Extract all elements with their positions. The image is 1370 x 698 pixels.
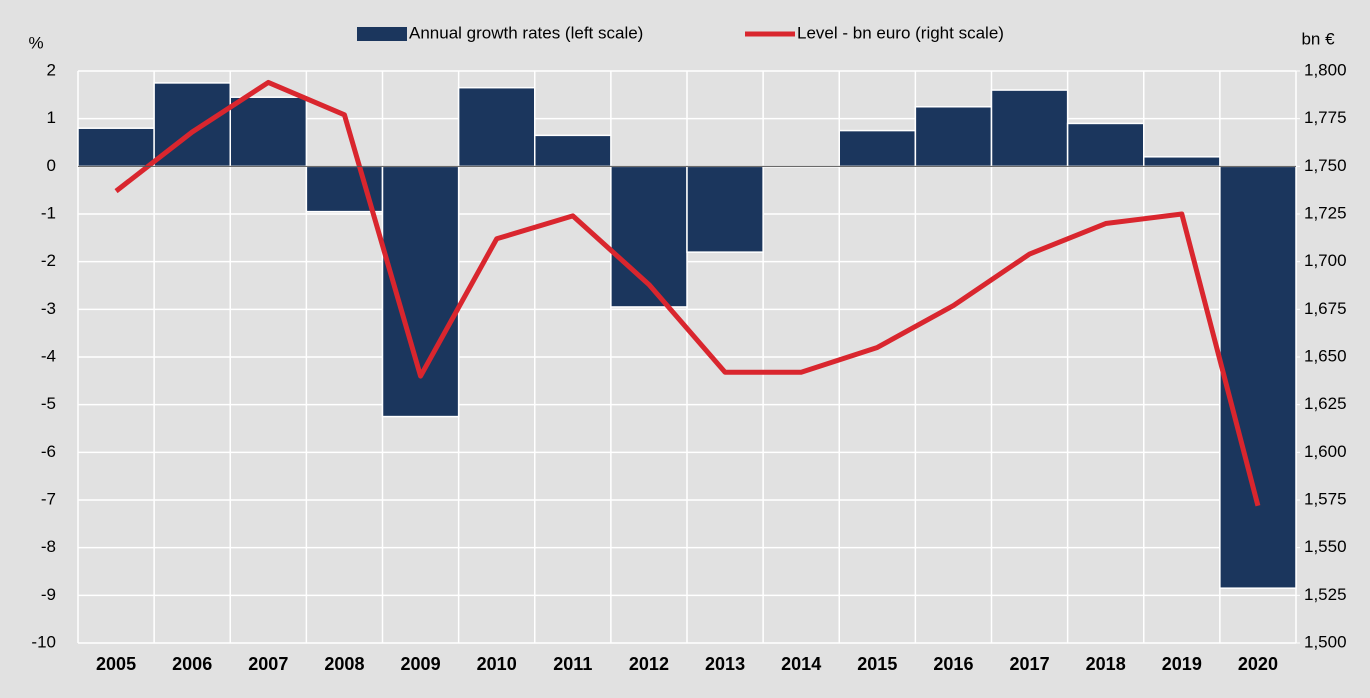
y-tick-label: -10 bbox=[31, 632, 56, 651]
x-tick-label: 2013 bbox=[705, 654, 745, 674]
bar bbox=[534, 134, 612, 168]
x-tick-label: 2014 bbox=[781, 654, 821, 674]
bar bbox=[1219, 165, 1297, 589]
y2-tick-label: 1,675 bbox=[1304, 299, 1347, 318]
y-tick-label: -2 bbox=[41, 251, 56, 270]
y-tick-label: -1 bbox=[41, 203, 56, 222]
x-tick-label: 2019 bbox=[1162, 654, 1202, 674]
line bbox=[114, 79, 1261, 507]
bar bbox=[686, 165, 764, 253]
y-tick-label: -8 bbox=[41, 537, 56, 556]
y-tick-label: 2 bbox=[47, 60, 56, 79]
legend-label: Annual growth rates (left scale) bbox=[409, 23, 643, 42]
x-tick-label: 2009 bbox=[401, 654, 441, 674]
x-tick-label: 2016 bbox=[933, 654, 973, 674]
bar bbox=[610, 165, 688, 308]
x-tick-label: 2005 bbox=[96, 654, 136, 674]
y2-tick-label: 1,725 bbox=[1304, 203, 1347, 222]
y-tick-label: -6 bbox=[41, 442, 56, 461]
y-tick-label: 0 bbox=[47, 156, 56, 175]
y2-tick-label: 1,750 bbox=[1304, 156, 1347, 175]
bar bbox=[990, 89, 1069, 168]
y2-tick-label: 1,550 bbox=[1304, 537, 1347, 556]
y-tick-label: -3 bbox=[41, 299, 56, 318]
y-tick-label: -9 bbox=[41, 585, 56, 604]
legend-label: Level - bn euro (right scale) bbox=[797, 23, 1004, 42]
bar bbox=[1143, 156, 1221, 168]
x-tick-label: 2008 bbox=[324, 654, 364, 674]
x-tick-label: 2010 bbox=[477, 654, 517, 674]
legend-swatch bbox=[357, 27, 407, 41]
y2-tick-label: 1,600 bbox=[1304, 442, 1347, 461]
x-tick-label: 2020 bbox=[1238, 654, 1278, 674]
x-tick-label: 2006 bbox=[172, 654, 212, 674]
x-tick-label: 2011 bbox=[553, 654, 592, 674]
y2-axis-label: bn € bbox=[1301, 29, 1335, 48]
x-tick-label: 2018 bbox=[1086, 654, 1126, 674]
y-tick-label: 1 bbox=[47, 108, 56, 127]
x-tick-label: 2015 bbox=[857, 654, 897, 674]
x-tick-label: 2007 bbox=[248, 654, 288, 674]
y-tick-label: -7 bbox=[41, 489, 56, 508]
y2-tick-label: 1,650 bbox=[1304, 346, 1347, 365]
bar bbox=[1066, 122, 1145, 168]
y2-tick-label: 1,625 bbox=[1304, 394, 1347, 413]
y2-tick-label: 1,500 bbox=[1304, 632, 1347, 651]
y-axis-label: % bbox=[28, 33, 43, 52]
bar bbox=[838, 129, 917, 168]
y-tick-label: -5 bbox=[41, 394, 56, 413]
y2-tick-label: 1,700 bbox=[1304, 251, 1347, 270]
bar bbox=[914, 106, 993, 168]
x-tick-label: 2012 bbox=[629, 654, 669, 674]
bar bbox=[77, 127, 155, 168]
bar bbox=[457, 86, 536, 168]
y2-tick-label: 1,800 bbox=[1304, 60, 1347, 79]
y2-tick-label: 1,525 bbox=[1304, 585, 1347, 604]
y-tick-label: -4 bbox=[41, 346, 56, 365]
bar bbox=[229, 96, 308, 168]
y2-tick-label: 1,775 bbox=[1304, 108, 1347, 127]
x-tick-label: 2017 bbox=[1010, 654, 1050, 674]
y2-tick-label: 1,575 bbox=[1304, 489, 1347, 508]
